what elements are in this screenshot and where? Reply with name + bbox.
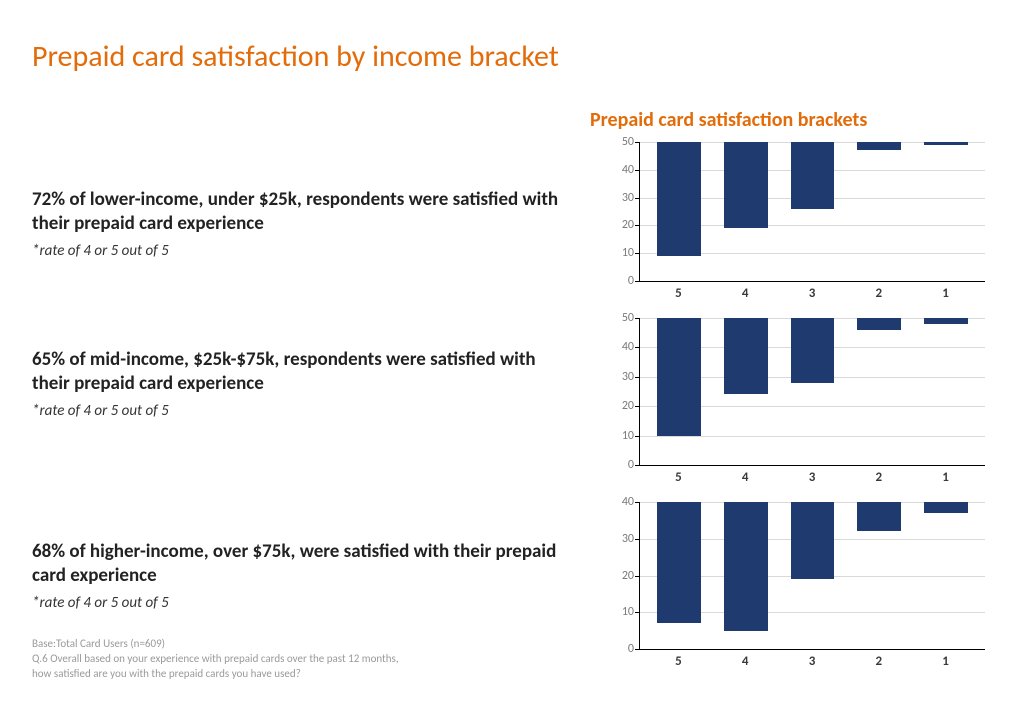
- plot-area: 01020304050: [639, 318, 985, 466]
- x-tick-label: 5: [645, 286, 712, 301]
- bar-slot: [646, 142, 713, 281]
- bar-slot: [912, 502, 979, 649]
- y-tick-label: 0: [606, 274, 634, 288]
- summary-block-2: 68% of higher-income, over $75k, were sa…: [32, 540, 572, 612]
- x-tick-label: 4: [712, 470, 779, 485]
- bar: [724, 318, 768, 394]
- summary-block-0: 72% of lower-income, under $25k, respond…: [32, 188, 572, 260]
- bar-slot: [912, 318, 979, 465]
- footer-note: Base:Total Card Users (n=609) Q.6 Overal…: [32, 637, 399, 682]
- x-tick-label: 5: [645, 470, 712, 485]
- x-tick-label: 1: [912, 286, 979, 301]
- y-tick-mark: [635, 281, 640, 282]
- bar-slot: [713, 318, 780, 465]
- x-tick-label: 1: [912, 470, 979, 485]
- y-tick-label: 20: [606, 399, 634, 413]
- bar: [657, 318, 701, 436]
- y-tick-label: 10: [606, 429, 634, 443]
- bar-slot: [779, 142, 846, 281]
- summary-text: 65% of mid-income, $25k-$75k, respondent…: [32, 348, 572, 396]
- bar-chart-0: 0102030405054321: [605, 142, 985, 301]
- bar: [924, 502, 968, 513]
- bar-slot: [713, 502, 780, 649]
- x-tick-label: 3: [779, 470, 846, 485]
- bar-chart-1: 0102030405054321: [605, 318, 985, 485]
- y-tick-mark: [635, 465, 640, 466]
- y-tick-label: 20: [606, 569, 634, 583]
- x-tick-label: 2: [845, 470, 912, 485]
- y-tick-label: 10: [606, 246, 634, 260]
- footer-line-3: how satisfied are you with the prepaid c…: [32, 667, 399, 682]
- footer-line-2: Q.6 Overall based on your experience wit…: [32, 652, 399, 667]
- bar-slot: [846, 502, 913, 649]
- bar-slot: [646, 318, 713, 465]
- x-labels: 54321: [639, 650, 985, 669]
- y-tick-label: 0: [606, 642, 634, 656]
- y-tick-label: 30: [606, 532, 634, 546]
- x-tick-label: 3: [779, 654, 846, 669]
- bar-slot: [646, 502, 713, 649]
- page-title: Prepaid card satisfaction by income brac…: [32, 38, 559, 75]
- summary-note: *rate of 4 or 5 out of 5: [32, 242, 572, 260]
- x-tick-label: 2: [845, 654, 912, 669]
- bar: [924, 318, 968, 324]
- y-tick-label: 40: [606, 340, 634, 354]
- summary-note: *rate of 4 or 5 out of 5: [32, 594, 572, 612]
- bars-container: [640, 502, 985, 649]
- bar-slot: [779, 502, 846, 649]
- bars-container: [640, 142, 985, 281]
- bar-slot: [846, 318, 913, 465]
- bar: [857, 502, 901, 531]
- y-tick-label: 40: [606, 495, 634, 509]
- footer-line-1: Base:Total Card Users (n=609): [32, 637, 399, 652]
- plot-area: 01020304050: [639, 142, 985, 282]
- y-tick-label: 50: [606, 311, 634, 325]
- bar: [857, 142, 901, 150]
- bar-slot: [912, 142, 979, 281]
- x-tick-label: 4: [712, 286, 779, 301]
- y-tick-label: 20: [606, 218, 634, 232]
- x-tick-label: 2: [845, 286, 912, 301]
- y-tick-mark: [635, 649, 640, 650]
- x-tick-label: 3: [779, 286, 846, 301]
- chart-panel-title: Prepaid card satisfaction brackets: [590, 108, 867, 132]
- bars-container: [640, 318, 985, 465]
- bar: [791, 142, 835, 209]
- summary-text: 68% of higher-income, over $75k, were sa…: [32, 540, 572, 588]
- bar-chart-2: 01020304054321: [605, 502, 985, 669]
- bar: [791, 318, 835, 383]
- bar: [724, 142, 768, 228]
- summary-note: *rate of 4 or 5 out of 5: [32, 402, 572, 420]
- y-tick-label: 40: [606, 163, 634, 177]
- bar-slot: [713, 142, 780, 281]
- y-tick-label: 30: [606, 191, 634, 205]
- bar: [924, 142, 968, 145]
- plot-area: 010203040: [639, 502, 985, 650]
- x-labels: 54321: [639, 282, 985, 301]
- bar: [857, 318, 901, 330]
- y-tick-label: 30: [606, 370, 634, 384]
- y-tick-label: 0: [606, 458, 634, 472]
- bar: [657, 502, 701, 623]
- x-labels: 54321: [639, 466, 985, 485]
- y-tick-label: 50: [606, 135, 634, 149]
- bar: [657, 142, 701, 256]
- y-tick-label: 10: [606, 605, 634, 619]
- bar: [791, 502, 835, 579]
- x-tick-label: 4: [712, 654, 779, 669]
- bar-slot: [779, 318, 846, 465]
- summary-text: 72% of lower-income, under $25k, respond…: [32, 188, 572, 236]
- summary-block-1: 65% of mid-income, $25k-$75k, respondent…: [32, 348, 572, 420]
- bar-slot: [846, 142, 913, 281]
- x-tick-label: 1: [912, 654, 979, 669]
- x-tick-label: 5: [645, 654, 712, 669]
- bar: [724, 502, 768, 631]
